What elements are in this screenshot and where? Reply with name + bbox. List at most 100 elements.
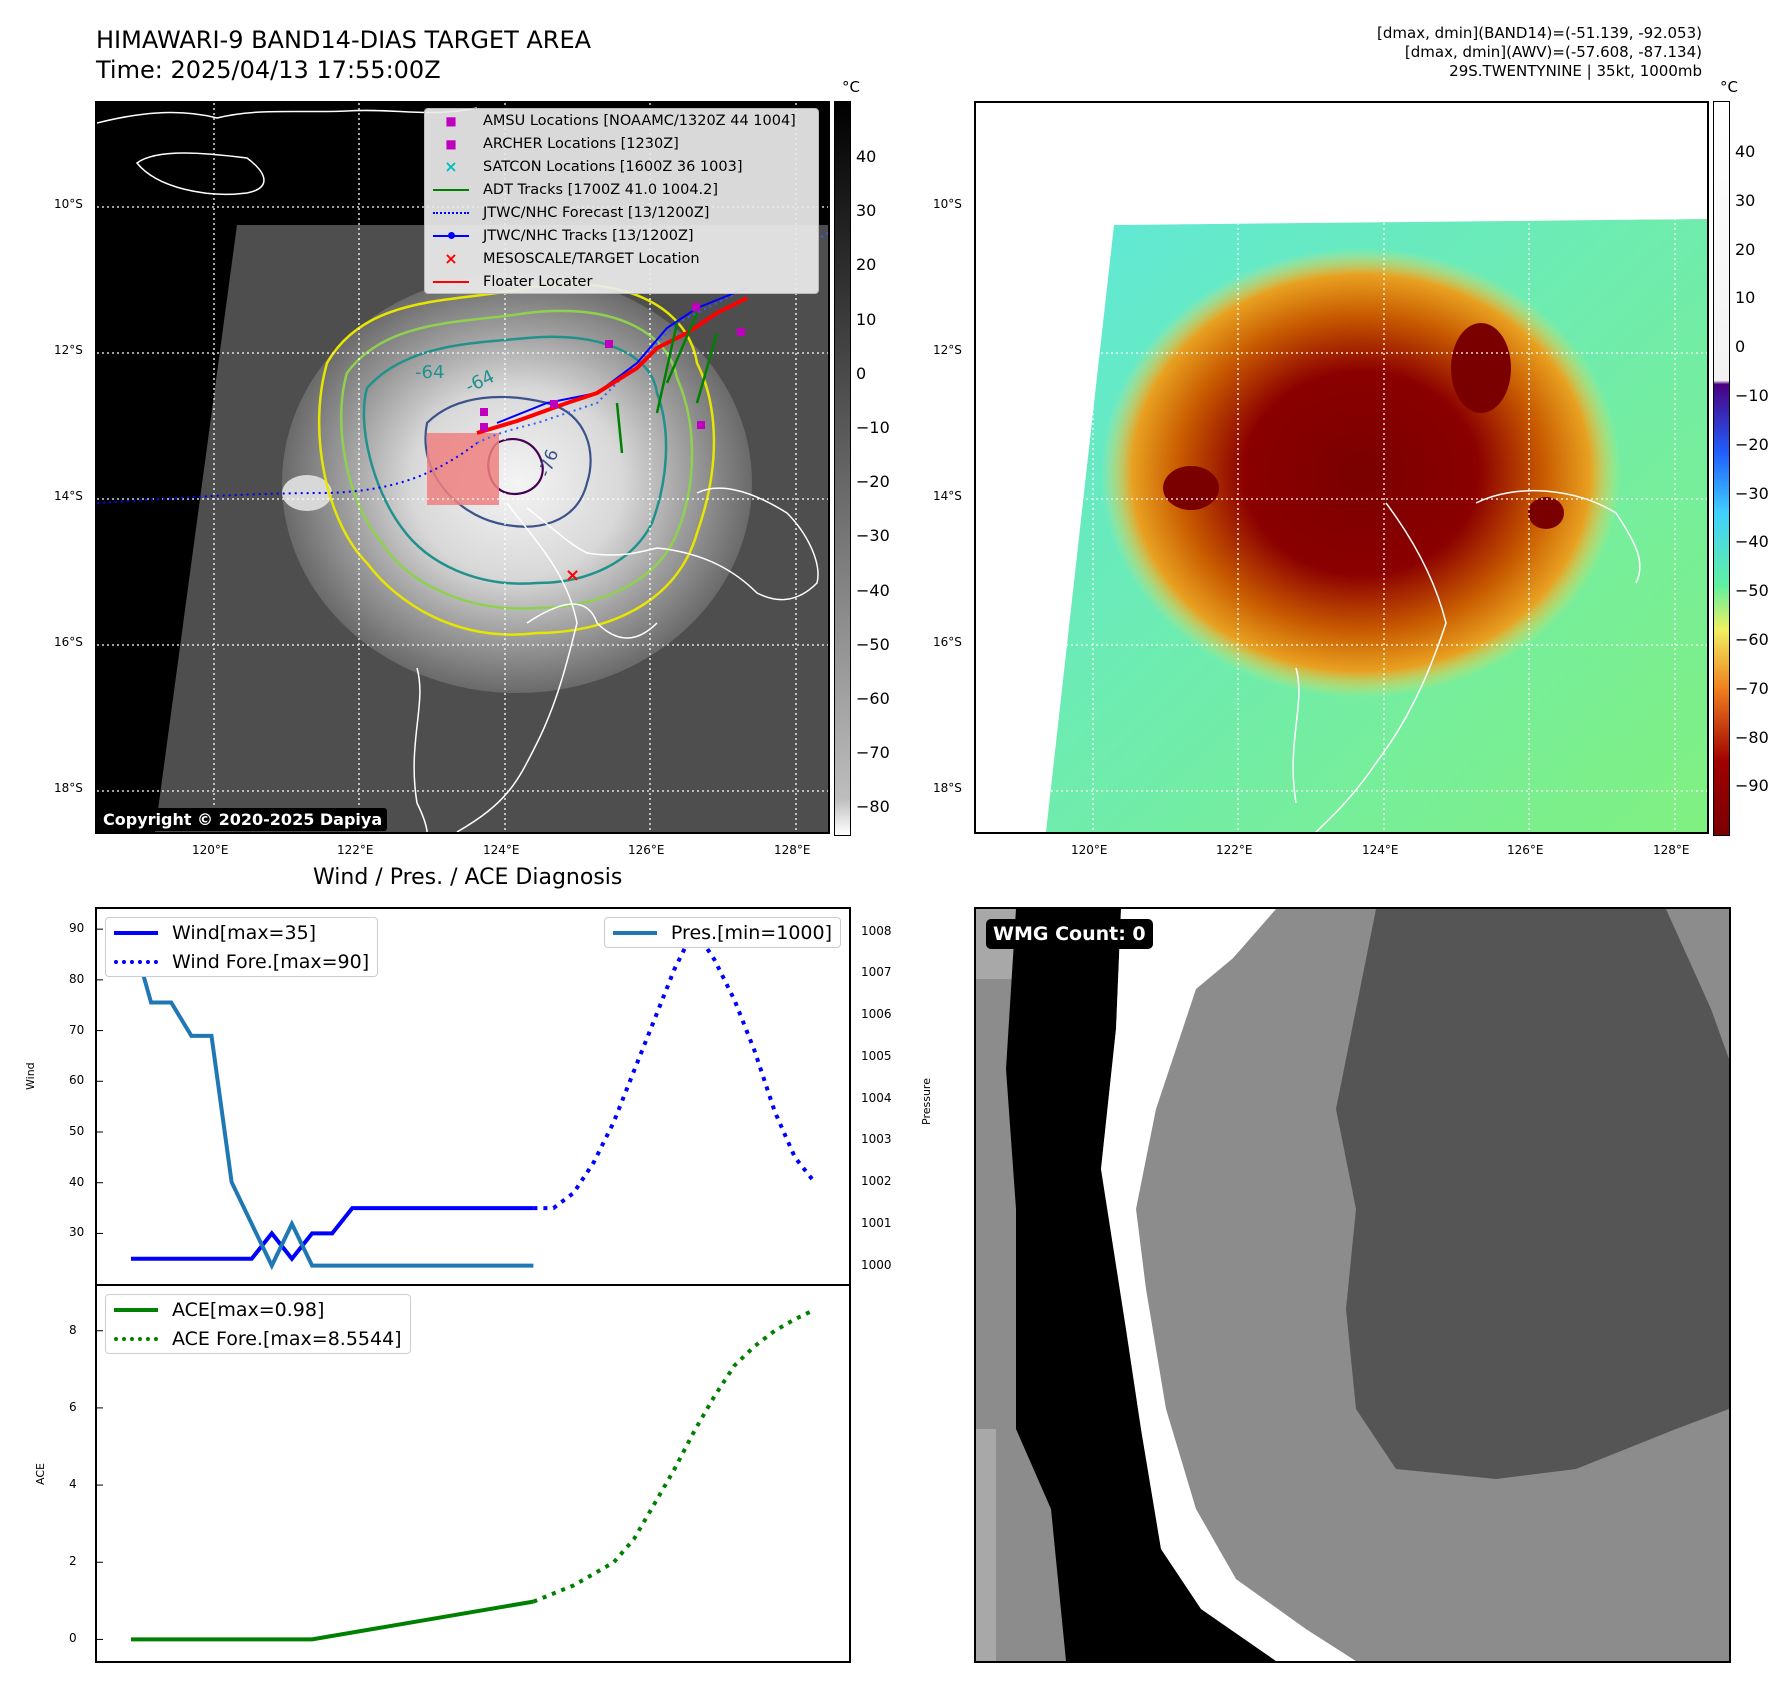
colorbar-tick: 0 <box>1735 337 1746 357</box>
legend-entry: JTWC/NHC Forecast [13/1200Z] <box>425 201 818 224</box>
legend-entry: × MESOSCALE/TARGET Location <box>425 247 818 270</box>
colorbar-unit: °C <box>1720 78 1738 96</box>
wmg-svg <box>976 909 1729 1661</box>
series-line-0 <box>131 1206 534 1263</box>
lat-label: 18°S <box>933 781 962 795</box>
legend-line <box>114 959 158 964</box>
figure-time: Time: 2025/04/13 17:55:00Z <box>96 56 441 84</box>
ir-map-panel: -64 -64 -76 × ■ AMSU Locations [NO <box>95 101 830 834</box>
lon-label: 124°E <box>1362 843 1399 857</box>
lon-label: 128°E <box>1653 843 1690 857</box>
wmg-black-band <box>1006 909 1276 1661</box>
wmg-count-badge: WMG Count: 0 <box>986 919 1153 949</box>
legend-label: ACE[max=0.98] <box>172 1298 325 1321</box>
lon-label: 128°E <box>774 843 811 857</box>
colorbar-tick: −40 <box>856 580 890 600</box>
colorbar-tick: −40 <box>1735 532 1769 552</box>
legend-symbol <box>431 211 471 214</box>
lat-label: 10°S <box>54 197 83 211</box>
adt-track <box>615 312 719 454</box>
lon-label: 120°E <box>1071 843 1108 857</box>
lat-label: 14°S <box>933 489 962 503</box>
colorbar-tick: 40 <box>856 147 877 166</box>
series-line-1 <box>533 925 817 1211</box>
y-tick: 4 <box>69 1477 77 1492</box>
wmg-light-region <box>976 909 1016 1661</box>
legend-label: Wind[max=35] <box>172 921 317 944</box>
y2-tick: 1008 <box>861 923 892 938</box>
ir-map-svg: -64 -64 -76 × <box>97 103 828 832</box>
stats-awv: [dmax, dmin](AWV)=(-57.608, -87.134) <box>1404 43 1702 61</box>
y2-tick: 1006 <box>861 1007 892 1022</box>
legend-symbol <box>431 231 471 239</box>
contour-lightgreen <box>340 309 694 610</box>
awv-gridlines <box>976 103 1707 832</box>
colorbar-tick: −50 <box>856 634 890 654</box>
diagnosis-title: Wind / Pres. / ACE Diagnosis <box>313 865 623 890</box>
y-tick: 70 <box>69 1022 85 1037</box>
lat-label: 16°S <box>54 635 83 649</box>
legend-symbol <box>431 280 471 283</box>
colorbar-tick: −10 <box>1735 386 1769 405</box>
contour-label: -64 <box>415 362 444 383</box>
wind-axis-label: Wind <box>24 1062 37 1090</box>
awv-north-cell <box>1451 323 1511 413</box>
wmg-panel: WMG Count: 0 <box>974 907 1731 1663</box>
colorbar-tick: −20 <box>856 472 890 492</box>
y2-tick: 1000 <box>861 1257 892 1272</box>
legend-label: Wind Fore.[max=90] <box>172 950 370 973</box>
y2-tick: 1001 <box>861 1215 892 1230</box>
legend-line <box>114 930 158 935</box>
legend-label: Pres.[min=1000] <box>670 921 832 944</box>
legend-entry: ADT Tracks [1700Z 41.0 1004.2] <box>425 178 818 201</box>
pressure-legend: Pres.[min=1000] <box>603 917 841 948</box>
ace-chart <box>97 1307 816 1642</box>
colorbar-tick: −30 <box>1735 483 1769 503</box>
series-line-1 <box>532 1307 816 1604</box>
legend-label: AMSU Locations [NOAAMC/1320Z 44 1004] <box>483 112 796 129</box>
legend-line <box>114 1336 158 1341</box>
wind-pressure-panel: Wind[max=35] Wind Fore.[max=90] Pres.[mi… <box>95 907 851 1286</box>
figure-title: HIMAWARI-9 BAND14-DIAS TARGET AREA <box>96 26 592 54</box>
legend-label: JTWC/NHC Tracks [13/1200Z] <box>483 227 694 244</box>
colorbar-tick: −70 <box>1735 678 1769 698</box>
awv-map-panel <box>974 101 1709 834</box>
legend-entry: JTWC/NHC Tracks [13/1200Z] <box>425 224 818 247</box>
lon-label: 120°E <box>192 843 229 857</box>
colorbar-tick: −60 <box>1735 630 1769 649</box>
colorbar-tick: −30 <box>856 526 890 546</box>
colorbar-tick: −50 <box>1735 581 1769 601</box>
wind-legend: Wind[max=35] Wind Fore.[max=90] <box>105 917 379 977</box>
y2-tick: 1002 <box>861 1174 892 1189</box>
colorbar-tick: 0 <box>856 363 867 383</box>
legend-symbol: × <box>444 157 458 176</box>
lon-label: 126°E <box>628 843 665 857</box>
colorbar-tick: 30 <box>1735 190 1756 210</box>
legend-label: JTWC/NHC Forecast [13/1200Z] <box>483 204 710 221</box>
y2-tick: 1005 <box>861 1048 892 1063</box>
map-legend: ■ AMSU Locations [NOAAMC/1320Z 44 1004] ■ A… <box>424 108 819 294</box>
lat-label: 14°S <box>54 489 83 503</box>
legend-symbol <box>431 188 471 191</box>
awv-west-cell <box>1163 466 1219 510</box>
legend-label: ARCHER Locations [1230Z] <box>483 135 679 152</box>
y-tick: 60 <box>69 1073 85 1088</box>
lon-label: 124°E <box>483 843 520 857</box>
colorbar-tick: −70 <box>856 743 890 763</box>
copyright-label: Copyright © 2020-2025 Dapiya <box>98 808 388 831</box>
legend-entry: ■ AMSU Locations [NOAAMC/1320Z 44 1004] <box>425 109 818 132</box>
lat-label: 12°S <box>54 343 83 357</box>
legend-line <box>612 930 657 935</box>
y-tick: 6 <box>69 1399 77 1414</box>
y2-tick: 1007 <box>861 965 892 980</box>
y-tick: 90 <box>69 921 85 936</box>
wmg-white-band <box>1101 909 1356 1661</box>
colorbar-tick: −90 <box>1735 776 1769 796</box>
legend-symbol: ■ <box>445 113 457 128</box>
y-tick: 0 <box>69 1631 77 1646</box>
colorbar-unit: °C <box>842 78 860 96</box>
lon-label: 122°E <box>337 843 374 857</box>
ace-axis-label: ACE <box>34 1463 47 1485</box>
legend-label: SATCON Locations [1600Z 36 1003] <box>483 158 743 175</box>
lon-label: 122°E <box>1216 843 1253 857</box>
